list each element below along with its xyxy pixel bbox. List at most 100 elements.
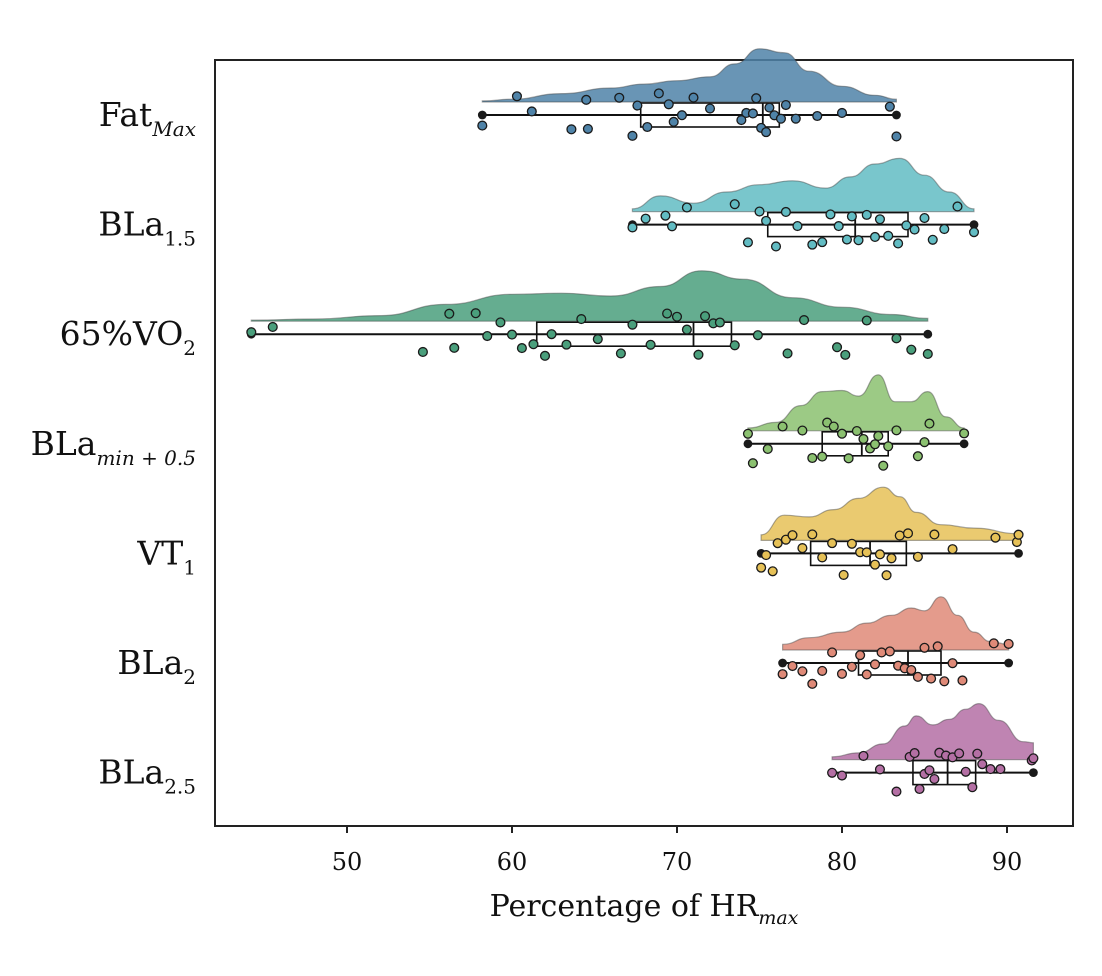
x-tick-label: 90 <box>992 848 1023 876</box>
x-axis-title-main: Percentage of HR <box>490 889 760 924</box>
category-label-sub: Max <box>151 117 196 141</box>
data-point <box>704 103 716 114</box>
category-label-main: 65%VO <box>60 314 184 353</box>
data-point <box>919 212 930 224</box>
category-label: BLa2 <box>117 643 196 689</box>
data-point <box>861 209 872 220</box>
data-point <box>775 113 786 124</box>
whisker-end-dot <box>477 110 487 120</box>
whisker-end-dot <box>892 110 901 120</box>
data-point <box>972 748 983 759</box>
data-point <box>894 530 905 541</box>
data-point <box>528 339 539 350</box>
series-6: BLa2.5 <box>98 702 1039 799</box>
data-point <box>939 676 950 687</box>
data-point <box>516 343 527 354</box>
data-point <box>736 115 747 126</box>
data-point <box>985 764 996 775</box>
category-label: BLamin + 0.5 <box>31 424 196 470</box>
data-point <box>883 230 894 241</box>
data-point <box>846 538 857 549</box>
data-point <box>798 315 810 326</box>
data-point <box>566 124 577 135</box>
data-point <box>836 668 848 679</box>
density-curve <box>631 157 975 213</box>
series-1: BLa1.5 <box>98 157 980 252</box>
data-point <box>927 234 938 245</box>
data-point <box>914 783 925 795</box>
category-label-sub: 2 <box>183 665 196 689</box>
x-tick-label: 60 <box>497 848 528 876</box>
whisker-end-dot <box>959 439 969 449</box>
category-label: FatMax <box>99 95 196 141</box>
x-tick-label: 50 <box>332 848 363 876</box>
data-point <box>666 221 678 232</box>
data-point <box>729 199 740 210</box>
data-point <box>827 647 838 658</box>
iqr-box <box>809 540 908 567</box>
data-point <box>714 317 725 328</box>
whisker-end-dot <box>969 220 979 230</box>
data-point <box>858 433 869 445</box>
data-point <box>780 206 791 218</box>
plot-frame <box>214 59 1074 827</box>
data-point <box>681 324 692 335</box>
data-point <box>662 308 673 319</box>
data-point <box>792 221 803 232</box>
category-label: BLa2.5 <box>98 753 196 799</box>
data-point <box>990 532 1001 543</box>
series-4: VT1 <box>136 486 1024 581</box>
data-point <box>924 765 935 776</box>
x-axis-title-sub: max <box>758 907 798 929</box>
data-point <box>742 428 753 439</box>
data-point <box>614 92 625 103</box>
data-point <box>891 131 902 142</box>
data-point <box>592 334 603 345</box>
data-point <box>777 421 788 432</box>
data-point <box>444 308 455 319</box>
data-point <box>777 669 788 680</box>
data-point <box>932 641 943 652</box>
data-point <box>807 239 818 250</box>
data-point <box>939 223 950 235</box>
x-tick-label: 80 <box>827 848 858 876</box>
whisker-end-dot <box>1004 658 1014 668</box>
data-point <box>817 552 828 563</box>
density-curve <box>760 486 1020 541</box>
data-point <box>869 559 881 570</box>
data-point <box>747 458 758 469</box>
data-point <box>817 451 828 462</box>
data-point <box>797 543 808 554</box>
data-point <box>688 92 699 103</box>
data-point <box>787 530 798 541</box>
data-point <box>912 671 923 682</box>
data-point <box>881 570 892 581</box>
iqr-box <box>857 650 942 676</box>
data-point <box>576 314 587 325</box>
data-point <box>954 748 965 759</box>
data-point <box>246 327 257 338</box>
data-point <box>843 453 854 464</box>
series-5: BLa2 <box>117 596 1014 689</box>
data-point <box>561 339 572 350</box>
data-point <box>924 418 935 429</box>
data-point <box>957 675 968 686</box>
data-point <box>947 544 958 555</box>
data-point <box>615 348 626 359</box>
data-point <box>797 666 808 677</box>
data-point <box>846 211 857 222</box>
data-point <box>645 339 656 350</box>
data-point <box>782 348 793 359</box>
data-point <box>919 437 930 448</box>
data-point <box>922 348 933 360</box>
x-tick-label: 70 <box>662 848 693 876</box>
data-point <box>807 678 818 689</box>
data-point <box>977 759 988 770</box>
data-point <box>909 224 920 235</box>
category-label: BLa1.5 <box>98 205 196 251</box>
density-curve <box>747 374 965 432</box>
data-point <box>909 748 920 759</box>
data-point <box>919 642 930 653</box>
data-point <box>891 425 902 436</box>
data-point <box>838 569 849 580</box>
